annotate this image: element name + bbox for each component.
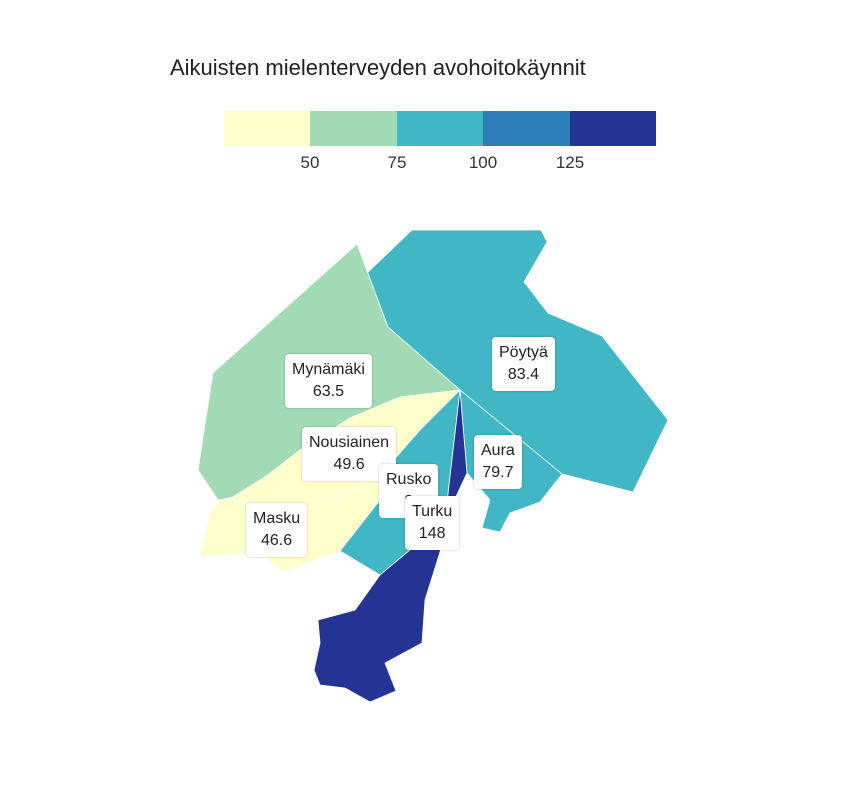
label-nousiainen-value: 49.6 bbox=[333, 456, 365, 473]
region-turku[interactable] bbox=[313, 389, 468, 703]
label-poytya-value: 83.4 bbox=[507, 366, 540, 383]
legend-swatch-1 bbox=[224, 111, 311, 146]
label-aura: Aura 79.7 bbox=[474, 435, 522, 489]
legend-swatch-4 bbox=[483, 111, 570, 146]
label-turku-value: 148 bbox=[418, 525, 446, 542]
legend-tick-75: 75 bbox=[387, 153, 407, 172]
label-poytya-name: Pöytyä bbox=[499, 344, 548, 361]
map-title: Aikuisten mielenterveyden avohoitokäynni… bbox=[170, 55, 586, 80]
label-masku: Masku 46.6 bbox=[246, 503, 308, 557]
legend-swatch-2 bbox=[310, 111, 397, 146]
label-rusko-name: Rusko bbox=[386, 471, 432, 488]
legend-tick-125: 125 bbox=[555, 153, 585, 172]
legend-swatch-3 bbox=[396, 111, 484, 146]
color-legend bbox=[224, 111, 656, 146]
legend-swatch-5 bbox=[569, 111, 656, 146]
label-mynamaki-name: Mynämäki bbox=[292, 361, 365, 378]
label-masku-value: 46.6 bbox=[260, 532, 293, 549]
label-aura-name: Aura bbox=[481, 442, 515, 459]
label-mynamaki-value: 63.5 bbox=[312, 383, 345, 400]
legend-tick-100: 100 bbox=[468, 153, 498, 172]
label-aura-value: 79.7 bbox=[482, 464, 514, 481]
label-mynamaki: Mynämäki 63.5 bbox=[285, 354, 372, 408]
label-turku-name: Turku bbox=[412, 503, 453, 520]
label-nousiainen-name: Nousiainen bbox=[309, 434, 390, 451]
label-poytya: Pöytyä 83.4 bbox=[492, 337, 555, 391]
legend-tick-50: 50 bbox=[300, 153, 320, 172]
label-turku: Turku 148 bbox=[405, 496, 460, 550]
label-masku-name: Masku bbox=[253, 510, 301, 527]
